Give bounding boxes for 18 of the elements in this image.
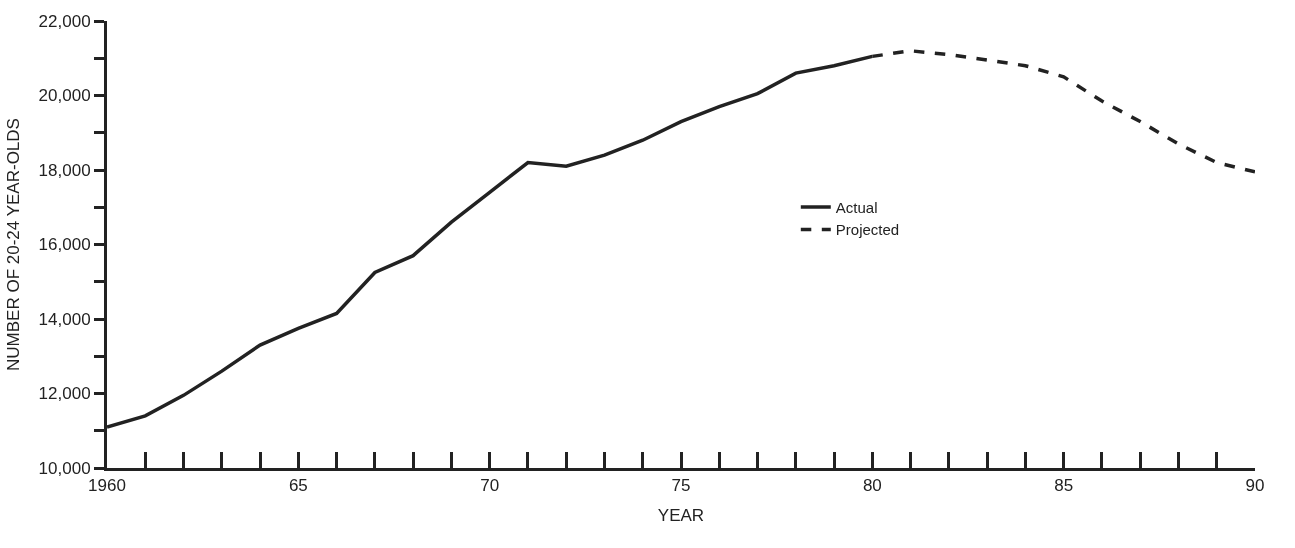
- y-tick-label: 22,000: [38, 11, 91, 31]
- y-axis-title: NUMBER OF 20-24 YEAR-OLDS: [4, 118, 24, 371]
- y-tick-label: 18,000: [38, 160, 91, 180]
- y-tick-label: 10,000: [38, 458, 91, 478]
- y-tick-label: 12,000: [38, 384, 91, 404]
- x-tick-label: 1960: [88, 476, 126, 496]
- x-tick-label: 65: [288, 476, 308, 496]
- y-tick-label: 14,000: [38, 309, 91, 329]
- legend-label: Actual: [835, 198, 878, 216]
- x-tick-label: 90: [1245, 476, 1265, 496]
- x-axis-title: YEAR: [657, 505, 705, 525]
- x-tick-label: 80: [862, 476, 882, 496]
- x-tick-label: 70: [480, 476, 500, 496]
- x-tick-label: 75: [671, 476, 691, 496]
- y-tick-label: 16,000: [38, 235, 91, 255]
- legend-label: Projected: [835, 221, 900, 239]
- x-tick-label: 85: [1054, 476, 1074, 496]
- y-tick-label: 20,000: [38, 86, 91, 106]
